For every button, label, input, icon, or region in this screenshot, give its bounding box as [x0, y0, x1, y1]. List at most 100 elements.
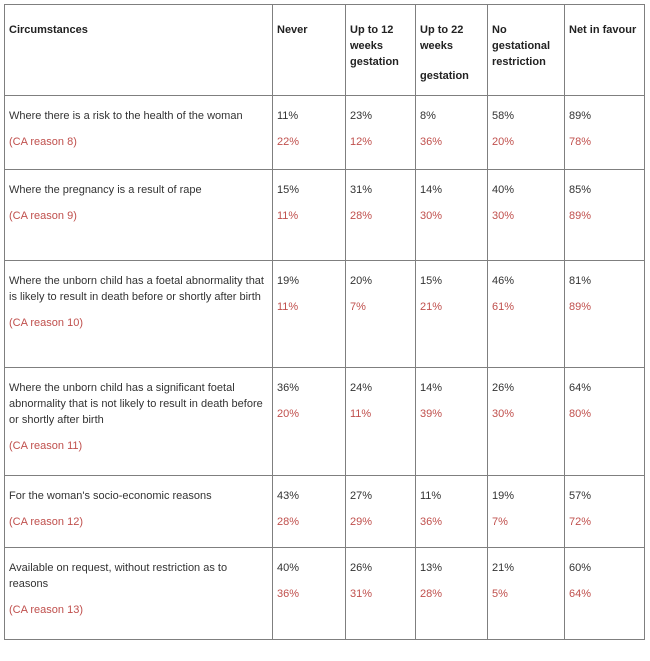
value: 19%	[277, 275, 300, 287]
never-cell: 15% 11%	[272, 169, 346, 261]
never-cell: 40% 36%	[272, 547, 346, 640]
value: 27%	[350, 490, 373, 502]
no-restriction-cell: 21% 5%	[487, 547, 565, 640]
survey-table: Circumstances Never Up to 12 weeks gesta…	[4, 4, 645, 640]
ca-reason: (CA reason 11)	[9, 440, 83, 452]
circumstance-text: For the woman's socio-economic reasons	[9, 490, 212, 502]
header-row: Circumstances Never Up to 12 weeks gesta…	[4, 4, 645, 96]
circumstance-cell: Available on request, without restrictio…	[4, 547, 273, 640]
never-cell: 36% 20%	[272, 367, 346, 476]
ca-reason: (CA reason 12)	[9, 516, 83, 528]
value: 14%	[420, 184, 443, 196]
no-restriction-cell: 46% 61%	[487, 260, 565, 368]
value: 58%	[492, 110, 515, 122]
net-cell: 57% 72%	[564, 475, 645, 548]
circumstance-cell: Where the pregnancy is a result of rape …	[4, 169, 273, 261]
ca-value: 30%	[492, 210, 515, 222]
ca-value: 39%	[420, 408, 443, 420]
value: 36%	[277, 382, 300, 394]
ca-value: 7%	[350, 301, 366, 313]
value: 14%	[420, 382, 443, 394]
ca-value: 20%	[277, 408, 300, 420]
ca-value: 36%	[420, 136, 443, 148]
net-cell: 89% 78%	[564, 95, 645, 170]
ca-value: 12%	[350, 136, 373, 148]
circumstance-text: Where the unborn child has a significant…	[9, 382, 263, 426]
no-restriction-cell: 40% 30%	[487, 169, 565, 261]
ca-reason: (CA reason 9)	[9, 210, 77, 222]
ca-value: 61%	[492, 301, 515, 313]
ca-value: 22%	[277, 136, 300, 148]
up12-cell: 26% 31%	[345, 547, 416, 640]
never-cell: 19% 11%	[272, 260, 346, 368]
ca-value: 28%	[350, 210, 373, 222]
ca-value: 80%	[569, 408, 592, 420]
ca-reason: (CA reason 10)	[9, 317, 83, 329]
value: 20%	[350, 275, 373, 287]
ca-reason: (CA reason 8)	[9, 136, 77, 148]
value: 21%	[492, 562, 515, 574]
value: 15%	[420, 275, 443, 287]
table-row: Where the unborn child has a foetal abno…	[4, 260, 645, 368]
never-cell: 43% 28%	[272, 475, 346, 548]
ca-value: 30%	[492, 408, 515, 420]
table-row: Available on request, without restrictio…	[4, 547, 645, 640]
up12-cell: 31% 28%	[345, 169, 416, 261]
ca-value: 31%	[350, 588, 373, 600]
value: 81%	[569, 275, 592, 287]
value: 23%	[350, 110, 373, 122]
value: 11%	[277, 110, 299, 122]
ca-value: 11%	[277, 210, 299, 222]
header-no-restriction: No gestational restriction	[487, 4, 565, 96]
table-row: For the woman's socio-economic reasons (…	[4, 475, 645, 548]
ca-value: 20%	[492, 136, 515, 148]
header-up-to-22-line2: gestation	[420, 70, 469, 82]
table-row: Where the pregnancy is a result of rape …	[4, 169, 645, 261]
value: 13%	[420, 562, 443, 574]
value: 85%	[569, 184, 592, 196]
up12-cell: 20% 7%	[345, 260, 416, 368]
ca-value: 30%	[420, 210, 443, 222]
net-cell: 60% 64%	[564, 547, 645, 640]
ca-value: 89%	[569, 301, 592, 313]
ca-reason: (CA reason 13)	[9, 604, 83, 616]
table-row: Where there is a risk to the health of t…	[4, 95, 645, 170]
value: 19%	[492, 490, 515, 502]
ca-value: 28%	[277, 516, 300, 528]
ca-value: 5%	[492, 588, 508, 600]
value: 24%	[350, 382, 373, 394]
up22-cell: 13% 28%	[415, 547, 488, 640]
ca-value: 11%	[277, 301, 299, 313]
header-circumstances: Circumstances	[4, 4, 273, 96]
no-restriction-cell: 26% 30%	[487, 367, 565, 476]
up12-cell: 27% 29%	[345, 475, 416, 548]
up22-cell: 11% 36%	[415, 475, 488, 548]
ca-value: 64%	[569, 588, 592, 600]
circumstance-text: Where there is a risk to the health of t…	[9, 110, 243, 122]
value: 11%	[420, 490, 442, 502]
circumstance-text: Available on request, without restrictio…	[9, 562, 228, 590]
value: 60%	[569, 562, 592, 574]
header-up-to-22-weeks: Up to 22 weeks gestation	[415, 4, 488, 96]
ca-value: 36%	[277, 588, 300, 600]
value: 43%	[277, 490, 300, 502]
net-cell: 81% 89%	[564, 260, 645, 368]
circumstance-cell: For the woman's socio-economic reasons (…	[4, 475, 273, 548]
value: 46%	[492, 275, 515, 287]
net-cell: 64% 80%	[564, 367, 645, 476]
no-restriction-cell: 58% 20%	[487, 95, 565, 170]
circumstance-cell: Where the unborn child has a foetal abno…	[4, 260, 273, 368]
ca-value: 28%	[420, 588, 443, 600]
header-never: Never	[272, 4, 346, 96]
circumstance-text: Where the pregnancy is a result of rape	[9, 184, 202, 196]
ca-value: 89%	[569, 210, 592, 222]
net-cell: 85% 89%	[564, 169, 645, 261]
ca-value: 36%	[420, 516, 443, 528]
never-cell: 11% 22%	[272, 95, 346, 170]
value: 31%	[350, 184, 373, 196]
value: 64%	[569, 382, 592, 394]
value: 15%	[277, 184, 300, 196]
value: 57%	[569, 490, 592, 502]
header-up-to-12-weeks: Up to 12 weeks gestation	[345, 4, 416, 96]
value: 40%	[277, 562, 300, 574]
